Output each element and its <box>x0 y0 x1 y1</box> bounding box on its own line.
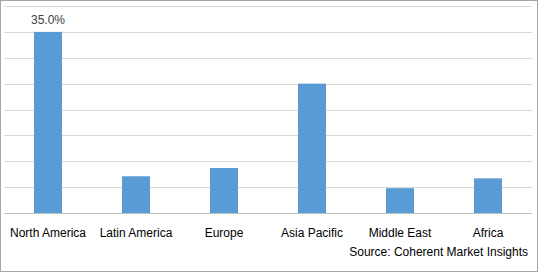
category-label: Latin America <box>100 226 173 240</box>
grid-line <box>4 32 532 33</box>
chart: 35.0% North America Latin America Europe Asi… <box>0 0 538 272</box>
category-label: Africa <box>473 226 504 240</box>
chart-container: 35.0% North America Latin America Europe Asi… <box>0 0 538 272</box>
category-label: Europe <box>205 226 244 240</box>
x-axis-line <box>4 213 532 214</box>
category-label: Middle East <box>369 226 432 240</box>
grid-line <box>4 84 532 85</box>
bar <box>210 168 238 213</box>
bar <box>386 188 414 213</box>
source: Source: Coherent Market Insights <box>349 245 528 259</box>
grid-line <box>4 6 532 7</box>
frame <box>1 1 538 272</box>
data-label: 35.0% <box>31 13 65 27</box>
bars <box>34 32 502 213</box>
bar <box>474 178 502 213</box>
bar <box>298 84 326 213</box>
category-label: Asia Pacific <box>281 226 343 240</box>
grid-line <box>4 58 532 59</box>
grid-line <box>4 110 532 111</box>
bar <box>34 32 62 213</box>
grid-line <box>4 135 532 136</box>
bar <box>122 176 150 213</box>
category-label: North America <box>10 226 86 240</box>
grid-line <box>4 187 532 188</box>
grid-line <box>4 161 532 162</box>
